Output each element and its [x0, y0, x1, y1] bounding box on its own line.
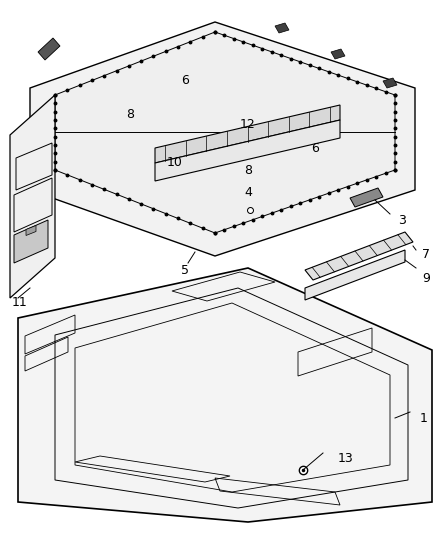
Polygon shape	[305, 232, 413, 280]
Text: 12: 12	[240, 118, 256, 132]
Polygon shape	[331, 49, 345, 59]
Polygon shape	[26, 225, 36, 236]
Polygon shape	[383, 78, 397, 88]
Polygon shape	[275, 23, 289, 33]
Polygon shape	[14, 220, 48, 263]
Polygon shape	[305, 250, 405, 300]
Text: 7: 7	[422, 248, 430, 262]
Polygon shape	[350, 188, 383, 207]
Text: 13: 13	[338, 451, 354, 464]
Polygon shape	[38, 38, 60, 60]
Polygon shape	[10, 95, 55, 298]
Text: 9: 9	[422, 271, 430, 285]
Text: 6: 6	[181, 74, 189, 86]
Polygon shape	[30, 22, 415, 256]
Text: 3: 3	[398, 214, 406, 227]
Text: 8: 8	[244, 164, 252, 176]
Text: 6: 6	[311, 141, 319, 155]
Polygon shape	[155, 120, 340, 181]
Polygon shape	[55, 32, 395, 233]
Text: 4: 4	[244, 185, 252, 198]
Polygon shape	[155, 105, 340, 163]
Polygon shape	[18, 268, 432, 522]
Text: 8: 8	[126, 109, 134, 122]
Text: 5: 5	[181, 263, 189, 277]
Text: 1: 1	[420, 411, 428, 424]
Text: 10: 10	[167, 156, 183, 168]
Text: 11: 11	[12, 295, 28, 309]
